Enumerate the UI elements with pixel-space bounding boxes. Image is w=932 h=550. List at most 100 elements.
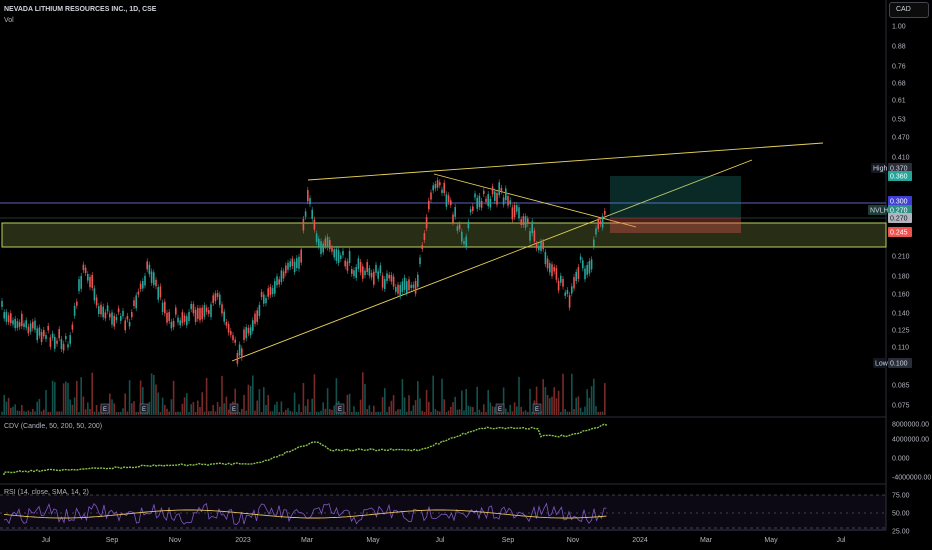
volume-bar xyxy=(111,399,113,415)
rising-trendline xyxy=(231,159,753,362)
candle-body xyxy=(597,219,599,230)
volume-bar xyxy=(280,401,283,415)
volume-bar xyxy=(208,411,210,415)
candle-body xyxy=(582,260,584,269)
volume-bar xyxy=(45,390,47,415)
volume-bar xyxy=(287,408,289,415)
candle-body xyxy=(291,258,294,266)
candle-body xyxy=(258,304,261,316)
candle-body xyxy=(417,274,419,287)
symbol-title[interactable]: NEVADA LITHIUM RESOURCES INC., 1D, CSE xyxy=(4,6,157,13)
candle-body xyxy=(540,241,542,251)
high-value-tag: 0.370 xyxy=(888,163,912,173)
volume-bar xyxy=(120,411,122,415)
earnings-marker: E xyxy=(495,403,505,414)
candle-body xyxy=(551,264,553,277)
candle-body xyxy=(117,308,120,313)
candle-body xyxy=(254,313,256,324)
cdv-legend[interactable]: CDV (Candle, 50, 200, 50, 200) xyxy=(4,423,103,430)
candle-body xyxy=(573,277,575,289)
volume-bar xyxy=(175,411,177,415)
volume-bar xyxy=(82,396,85,415)
candle-body xyxy=(142,281,144,289)
volume-bar xyxy=(241,408,243,415)
candle-body xyxy=(571,286,573,294)
volume-bar xyxy=(388,406,390,415)
price-tick-label: 0.075 xyxy=(892,403,910,410)
volume-bar xyxy=(480,411,483,415)
candle-body xyxy=(516,205,518,212)
candle-body xyxy=(76,301,78,306)
volume-bar xyxy=(476,386,478,415)
candle-body xyxy=(89,276,91,288)
candle-body xyxy=(443,182,445,194)
volume-bar xyxy=(161,397,164,415)
candle-body xyxy=(428,200,430,210)
volume-bar xyxy=(137,412,140,415)
volume-bar xyxy=(73,397,76,415)
volume-bar xyxy=(18,410,21,415)
candle-body xyxy=(309,198,311,205)
candle-body xyxy=(344,260,346,267)
candle-body xyxy=(560,275,562,283)
earnings-marker-box xyxy=(100,403,110,414)
volume-bar xyxy=(450,406,452,415)
volume-bar xyxy=(439,411,441,415)
volume-legend[interactable]: Vol xyxy=(4,17,14,24)
volume-bar xyxy=(355,411,357,415)
candle-body xyxy=(153,272,155,285)
currency-button[interactable]: CAD xyxy=(889,2,929,18)
price-tick-label: 0.085 xyxy=(892,383,910,390)
earnings-marker-box xyxy=(335,403,345,414)
target-value-tag: 0.360 xyxy=(888,171,912,181)
last-price-tag: 0.270 xyxy=(888,205,912,215)
upper-trendline xyxy=(307,142,824,181)
candle-body xyxy=(223,311,225,322)
candle-body xyxy=(34,320,36,330)
volume-bar xyxy=(582,411,584,415)
volume-bar xyxy=(527,411,529,415)
candle-body xyxy=(487,194,489,206)
target-value-tag-text: 0.360 xyxy=(890,174,908,181)
earnings-marker: E xyxy=(229,403,239,414)
candle-body xyxy=(157,287,159,300)
volume-bar xyxy=(425,389,428,415)
candle-body xyxy=(348,250,351,264)
volume-bar xyxy=(584,406,586,415)
candle-body xyxy=(566,290,569,295)
entry-value-tag: 0.270 xyxy=(888,213,912,223)
volume-bar xyxy=(32,408,34,415)
volume-bar xyxy=(23,411,25,415)
candle-body xyxy=(23,323,25,328)
candle-body xyxy=(56,340,58,344)
volume-bar xyxy=(311,398,313,415)
volume-bar xyxy=(483,404,485,415)
candle-body xyxy=(78,279,80,292)
volume-bar xyxy=(95,405,98,415)
candle-body xyxy=(276,276,278,286)
candle-body xyxy=(166,312,168,323)
volume-bar xyxy=(362,372,364,415)
cdv-tick-label: 8000000.00 xyxy=(892,422,929,429)
candle-body xyxy=(27,326,30,334)
time-axis-label: Nov xyxy=(567,537,580,544)
candle-body xyxy=(553,267,555,272)
candle-body xyxy=(410,284,412,288)
volume-bar xyxy=(505,408,507,415)
earnings-marker-box xyxy=(229,403,239,414)
candle-body xyxy=(452,214,454,223)
candle-body xyxy=(298,256,300,269)
drawing-overlays[interactable] xyxy=(0,142,887,362)
volume-bar xyxy=(265,404,267,415)
volume-bar xyxy=(320,410,322,415)
volume-bar xyxy=(179,411,181,415)
volume-bar xyxy=(544,387,547,415)
volume-bar xyxy=(157,392,159,415)
volume-bar xyxy=(456,409,459,415)
volume-bar xyxy=(170,399,173,415)
candle-body xyxy=(535,244,538,249)
volume-bar xyxy=(566,411,569,415)
rsi-legend[interactable]: RSI (14, close, SMA, 14, 2) xyxy=(4,489,89,496)
